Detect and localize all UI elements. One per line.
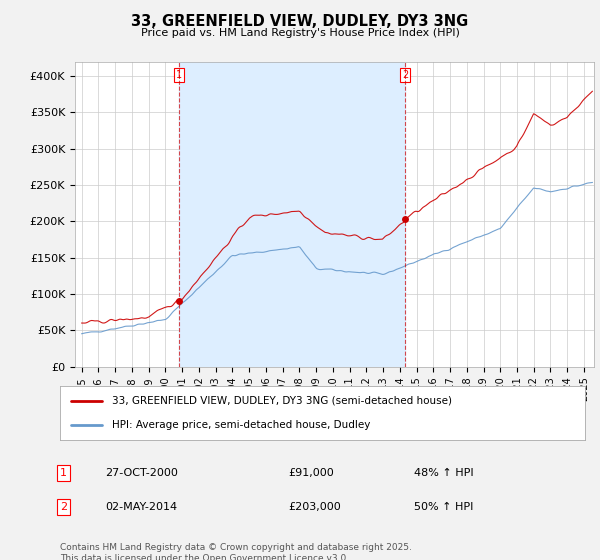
Text: £203,000: £203,000 — [288, 502, 341, 512]
Text: 02-MAY-2014: 02-MAY-2014 — [105, 502, 177, 512]
Text: 2: 2 — [402, 71, 409, 80]
Text: 33, GREENFIELD VIEW, DUDLEY, DY3 3NG: 33, GREENFIELD VIEW, DUDLEY, DY3 3NG — [131, 14, 469, 29]
Text: Price paid vs. HM Land Registry's House Price Index (HPI): Price paid vs. HM Land Registry's House … — [140, 28, 460, 38]
Text: 27-OCT-2000: 27-OCT-2000 — [105, 468, 178, 478]
Text: Contains HM Land Registry data © Crown copyright and database right 2025.
This d: Contains HM Land Registry data © Crown c… — [60, 543, 412, 560]
Text: 50% ↑ HPI: 50% ↑ HPI — [414, 502, 473, 512]
Text: 48% ↑ HPI: 48% ↑ HPI — [414, 468, 473, 478]
Text: 2: 2 — [60, 502, 67, 512]
Text: 33, GREENFIELD VIEW, DUDLEY, DY3 3NG (semi-detached house): 33, GREENFIELD VIEW, DUDLEY, DY3 3NG (se… — [113, 396, 452, 406]
Text: HPI: Average price, semi-detached house, Dudley: HPI: Average price, semi-detached house,… — [113, 420, 371, 430]
Text: 1: 1 — [176, 71, 182, 80]
Text: 1: 1 — [60, 468, 67, 478]
Text: £91,000: £91,000 — [288, 468, 334, 478]
Bar — [179, 62, 406, 367]
